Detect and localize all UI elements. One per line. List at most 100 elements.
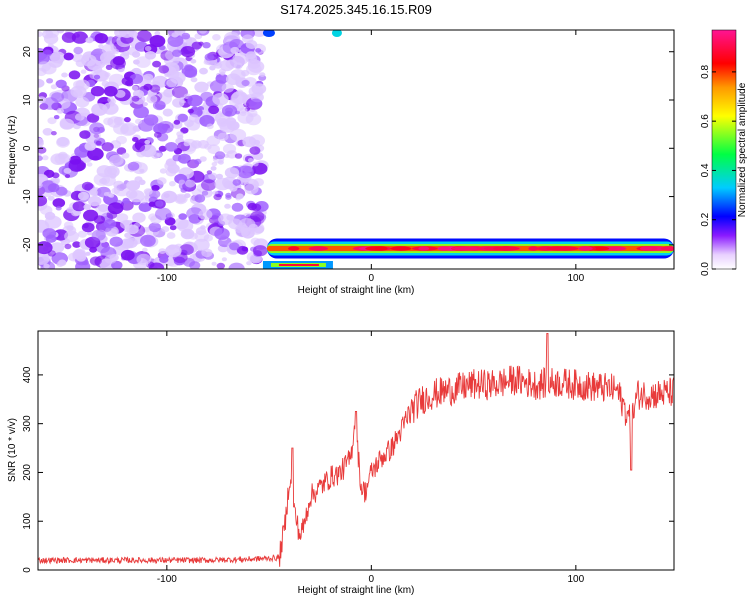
snr-x-tick-label: 100 xyxy=(567,574,584,585)
spectrogram-cell xyxy=(93,215,105,224)
spectrogram-cell xyxy=(126,224,139,235)
spectrogram-cell xyxy=(144,51,156,60)
spectrogram-cell xyxy=(127,161,140,171)
spectrogram-cell xyxy=(198,30,208,34)
spectrogram-cell xyxy=(214,151,226,160)
spectrogram-cell xyxy=(143,73,154,82)
spectrogram-cell xyxy=(246,63,262,76)
spectrogram-band-peak xyxy=(546,246,569,251)
spectrogram-cell xyxy=(143,188,153,196)
spectrogram-cell xyxy=(229,128,247,142)
spectrogram-cell xyxy=(187,108,194,114)
colorbar-tick-label: 0.8 xyxy=(700,64,711,78)
spectrogram-cell xyxy=(89,256,102,266)
snr-y-tick-label: 200 xyxy=(22,464,33,481)
spectrogram-x-tick-label: 0 xyxy=(369,273,375,284)
spectrogram-cell xyxy=(187,94,203,107)
spectrogram-cell xyxy=(38,155,43,162)
spectrogram-cell xyxy=(81,181,94,191)
snr-ticks: -100 0 100 0 100 200 300 400 xyxy=(22,331,674,585)
spectrogram-cell xyxy=(208,172,218,180)
spectrogram-cell xyxy=(58,153,71,163)
spectrogram-cell xyxy=(156,152,163,157)
spectrogram-cell xyxy=(103,192,110,197)
spectrogram-cell xyxy=(63,167,72,174)
spectrogram-cell xyxy=(229,185,238,192)
spectrogram-cell xyxy=(216,262,225,269)
spectrogram-cell xyxy=(86,162,93,167)
spectrogram-cell xyxy=(42,155,49,161)
spectrogram-cell xyxy=(136,92,143,97)
spectrogram-cell xyxy=(109,236,123,247)
spectrogram-cell xyxy=(184,68,198,79)
spectrogram-y-tick-label: -20 xyxy=(22,237,33,252)
spectrogram-cell xyxy=(38,181,43,189)
spectrogram-cell xyxy=(250,237,261,245)
spectrogram-cell xyxy=(241,79,250,87)
spectrogram-cell xyxy=(252,30,267,37)
spectrogram-cell xyxy=(194,81,209,93)
spectrogram-cell xyxy=(115,89,126,98)
spectrogram-cell xyxy=(199,156,207,162)
spectrogram-cell xyxy=(206,170,213,175)
spectrogram-cell xyxy=(152,60,162,68)
spectrogram-x-tick-label: 100 xyxy=(567,273,584,284)
spectrogram-cell xyxy=(38,78,45,88)
spectrogram-cell xyxy=(38,194,48,207)
spectrogram-cell xyxy=(220,71,226,76)
spectrogram-cell xyxy=(235,226,249,238)
spectrogram-cell xyxy=(232,52,249,66)
colorbar-tick-label: 0.0 xyxy=(700,262,711,276)
snr-panel: -100 0 100 0 100 200 300 400 Height of straight… xyxy=(7,330,675,596)
spectrogram-cell xyxy=(230,69,246,81)
spectrogram-cell xyxy=(74,113,85,121)
spectrogram-cell xyxy=(184,193,191,199)
spectrogram-cell xyxy=(134,118,143,125)
spectrogram-cell xyxy=(142,247,148,253)
spectrogram-cell xyxy=(98,44,104,49)
spectrogram-cell xyxy=(131,51,141,58)
spectrogram-cell xyxy=(56,136,69,147)
spectrogram-cell xyxy=(55,205,62,211)
spectrogram-cell xyxy=(210,166,217,171)
spectrogram-cell xyxy=(66,207,75,214)
spectrogram-cell xyxy=(71,31,88,44)
spectrogram-cell xyxy=(177,134,184,140)
spectrogram-cell xyxy=(154,31,161,36)
spectrogram-cell xyxy=(59,118,75,130)
spectrogram-cell xyxy=(52,198,66,208)
spectrogram-cell xyxy=(132,137,139,142)
snr-series-line xyxy=(38,332,674,567)
spectrogram-cell xyxy=(136,30,152,42)
spectrogram-cell xyxy=(230,46,240,54)
spectrogram-cell xyxy=(212,92,229,106)
spectrogram-x-label: Height of straight line (km) xyxy=(298,285,415,296)
spectrogram-cell xyxy=(179,244,194,256)
spectrogram-y-tick-label: 10 xyxy=(22,94,33,106)
spectrogram-cell xyxy=(75,96,90,108)
spectrogram-band-peak xyxy=(308,246,329,251)
spectrogram-cell xyxy=(116,135,127,145)
spectrogram-cell xyxy=(38,31,43,37)
spectrogram-cell xyxy=(133,105,150,119)
spectrogram-cell xyxy=(42,97,59,110)
spectrogram-cell xyxy=(38,146,47,154)
spectrogram-cell xyxy=(149,84,161,93)
spectrogram-cell xyxy=(212,34,221,41)
spectrogram-cell xyxy=(93,74,101,80)
spectrogram-cell xyxy=(38,241,53,255)
spectrogram-cell xyxy=(198,209,213,221)
spectrogram-cell xyxy=(245,51,257,60)
spectrogram-cell xyxy=(249,98,263,109)
spectrogram-cell xyxy=(56,30,65,34)
spectrogram-cell xyxy=(191,41,202,50)
spectrogram-cell xyxy=(172,98,185,108)
spectrogram-cell xyxy=(107,202,124,215)
spectrogram-cell xyxy=(142,102,148,107)
spectrogram-cell xyxy=(155,200,164,207)
spectrogram-cell xyxy=(120,122,138,136)
spectrogram-cell xyxy=(61,72,68,78)
spectrogram-cell xyxy=(249,146,261,155)
spectrogram-cell xyxy=(68,70,81,80)
spectrogram-cell xyxy=(159,168,167,174)
